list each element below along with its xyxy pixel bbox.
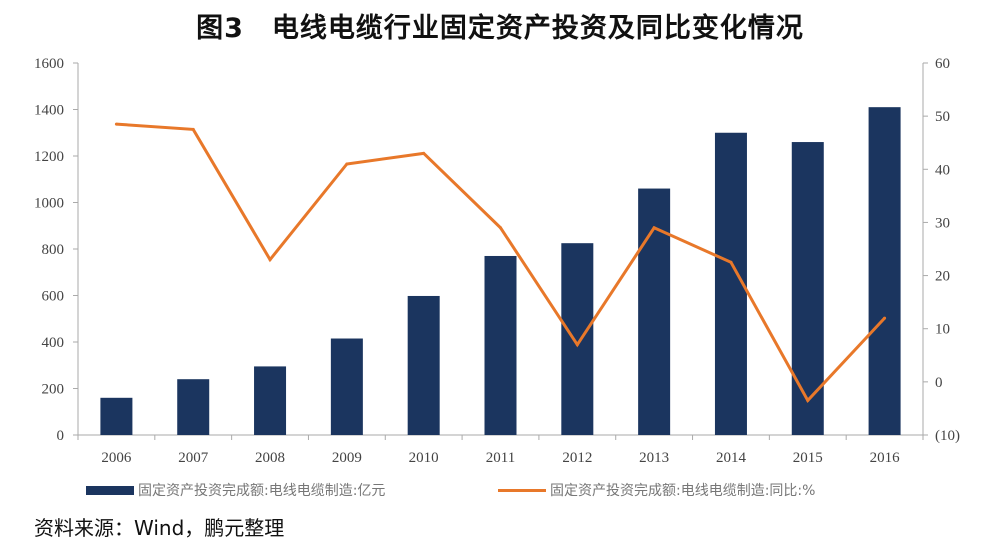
right-tick-label: 0 (935, 375, 943, 391)
bar-2009 (330, 338, 363, 435)
figure-number: 图3 (196, 13, 244, 44)
left-tick-label: 200 (42, 382, 65, 398)
left-tick-label: 0 (57, 428, 65, 444)
yoy-point-2013 (652, 226, 656, 230)
bar-2007 (177, 379, 210, 435)
legend-line-swatch (498, 488, 546, 492)
yoy-point-2007 (191, 127, 195, 131)
x-tick-label: 2010 (409, 450, 439, 466)
bar-2006 (100, 397, 133, 435)
yoy-point-2009 (345, 162, 349, 166)
left-tick-label: 400 (42, 335, 65, 351)
right-tick-label: 20 (935, 269, 950, 285)
left-tick-label: 800 (42, 242, 65, 258)
legend-bar-swatch (86, 485, 134, 495)
bar-2012 (561, 243, 594, 435)
legend-label-bar: 固定资产投资完成额:电线电缆制造:亿元 (138, 483, 386, 499)
left-tick-label: 1600 (34, 56, 64, 72)
right-tick-label: (10) (935, 428, 960, 444)
x-tick-label: 2016 (870, 450, 901, 466)
x-tick-label: 2009 (332, 450, 362, 466)
bar-2011 (484, 255, 517, 435)
bar-2016 (868, 107, 901, 436)
bar-2013 (638, 188, 671, 435)
x-tick-label: 2011 (486, 450, 515, 466)
yoy-point-2014 (729, 260, 733, 264)
bar-2008 (254, 366, 287, 435)
x-tick-label: 2015 (793, 450, 823, 466)
yoy-point-2016 (883, 316, 887, 320)
yoy-point-2015 (806, 398, 810, 402)
chart-title: 图3 电线电缆行业固定资产投资及同比变化情况 (0, 6, 1000, 45)
x-tick-label: 2006 (101, 450, 132, 466)
right-tick-label: 50 (935, 109, 950, 125)
left-tick-label: 600 (42, 289, 65, 305)
left-tick-label: 1000 (34, 196, 64, 212)
x-tick-label: 2013 (639, 450, 669, 466)
yoy-point-2011 (499, 226, 502, 230)
source-note: 资料来源：Wind，鹏元整理 (34, 516, 285, 540)
right-tick-label: 60 (935, 56, 950, 72)
right-tick-label: 30 (935, 215, 950, 231)
legend-item-line: 固定资产投资完成额:电线电缆制造:同比:% (498, 480, 815, 500)
legend-item-bar: 固定资产投资完成额:电线电缆制造:亿元 (86, 480, 385, 500)
title-text: 电线电缆行业固定资产投资及同比变化情况 (271, 13, 804, 44)
right-tick-label: 10 (935, 322, 950, 338)
bar-2015 (791, 142, 824, 436)
yoy-point-2008 (268, 258, 272, 262)
x-tick-label: 2007 (178, 450, 209, 466)
left-tick-label: 1200 (34, 149, 64, 165)
x-tick-label: 2012 (562, 450, 592, 466)
x-tick-label: 2008 (255, 450, 285, 466)
legend-label-line: 固定资产投资完成额:电线电缆制造:同比:% (550, 483, 816, 499)
left-tick-label: 1400 (34, 103, 64, 119)
chart: 0 200 400 600 800 1000 1200 1400 1600 (10) 0 10 20 30… (34, 56, 960, 466)
yoy-point-2010 (422, 151, 426, 155)
yoy-point-2012 (575, 343, 579, 347)
right-tick-label: 40 (935, 162, 950, 178)
bar-2010 (407, 295, 440, 435)
x-tick-label: 2014 (716, 450, 747, 466)
yoy-point-2006 (114, 122, 118, 126)
